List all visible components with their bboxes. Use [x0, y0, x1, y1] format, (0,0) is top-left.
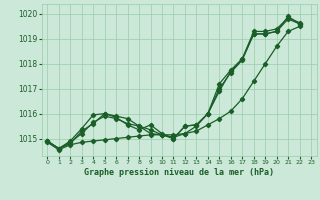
X-axis label: Graphe pression niveau de la mer (hPa): Graphe pression niveau de la mer (hPa)	[84, 168, 274, 177]
